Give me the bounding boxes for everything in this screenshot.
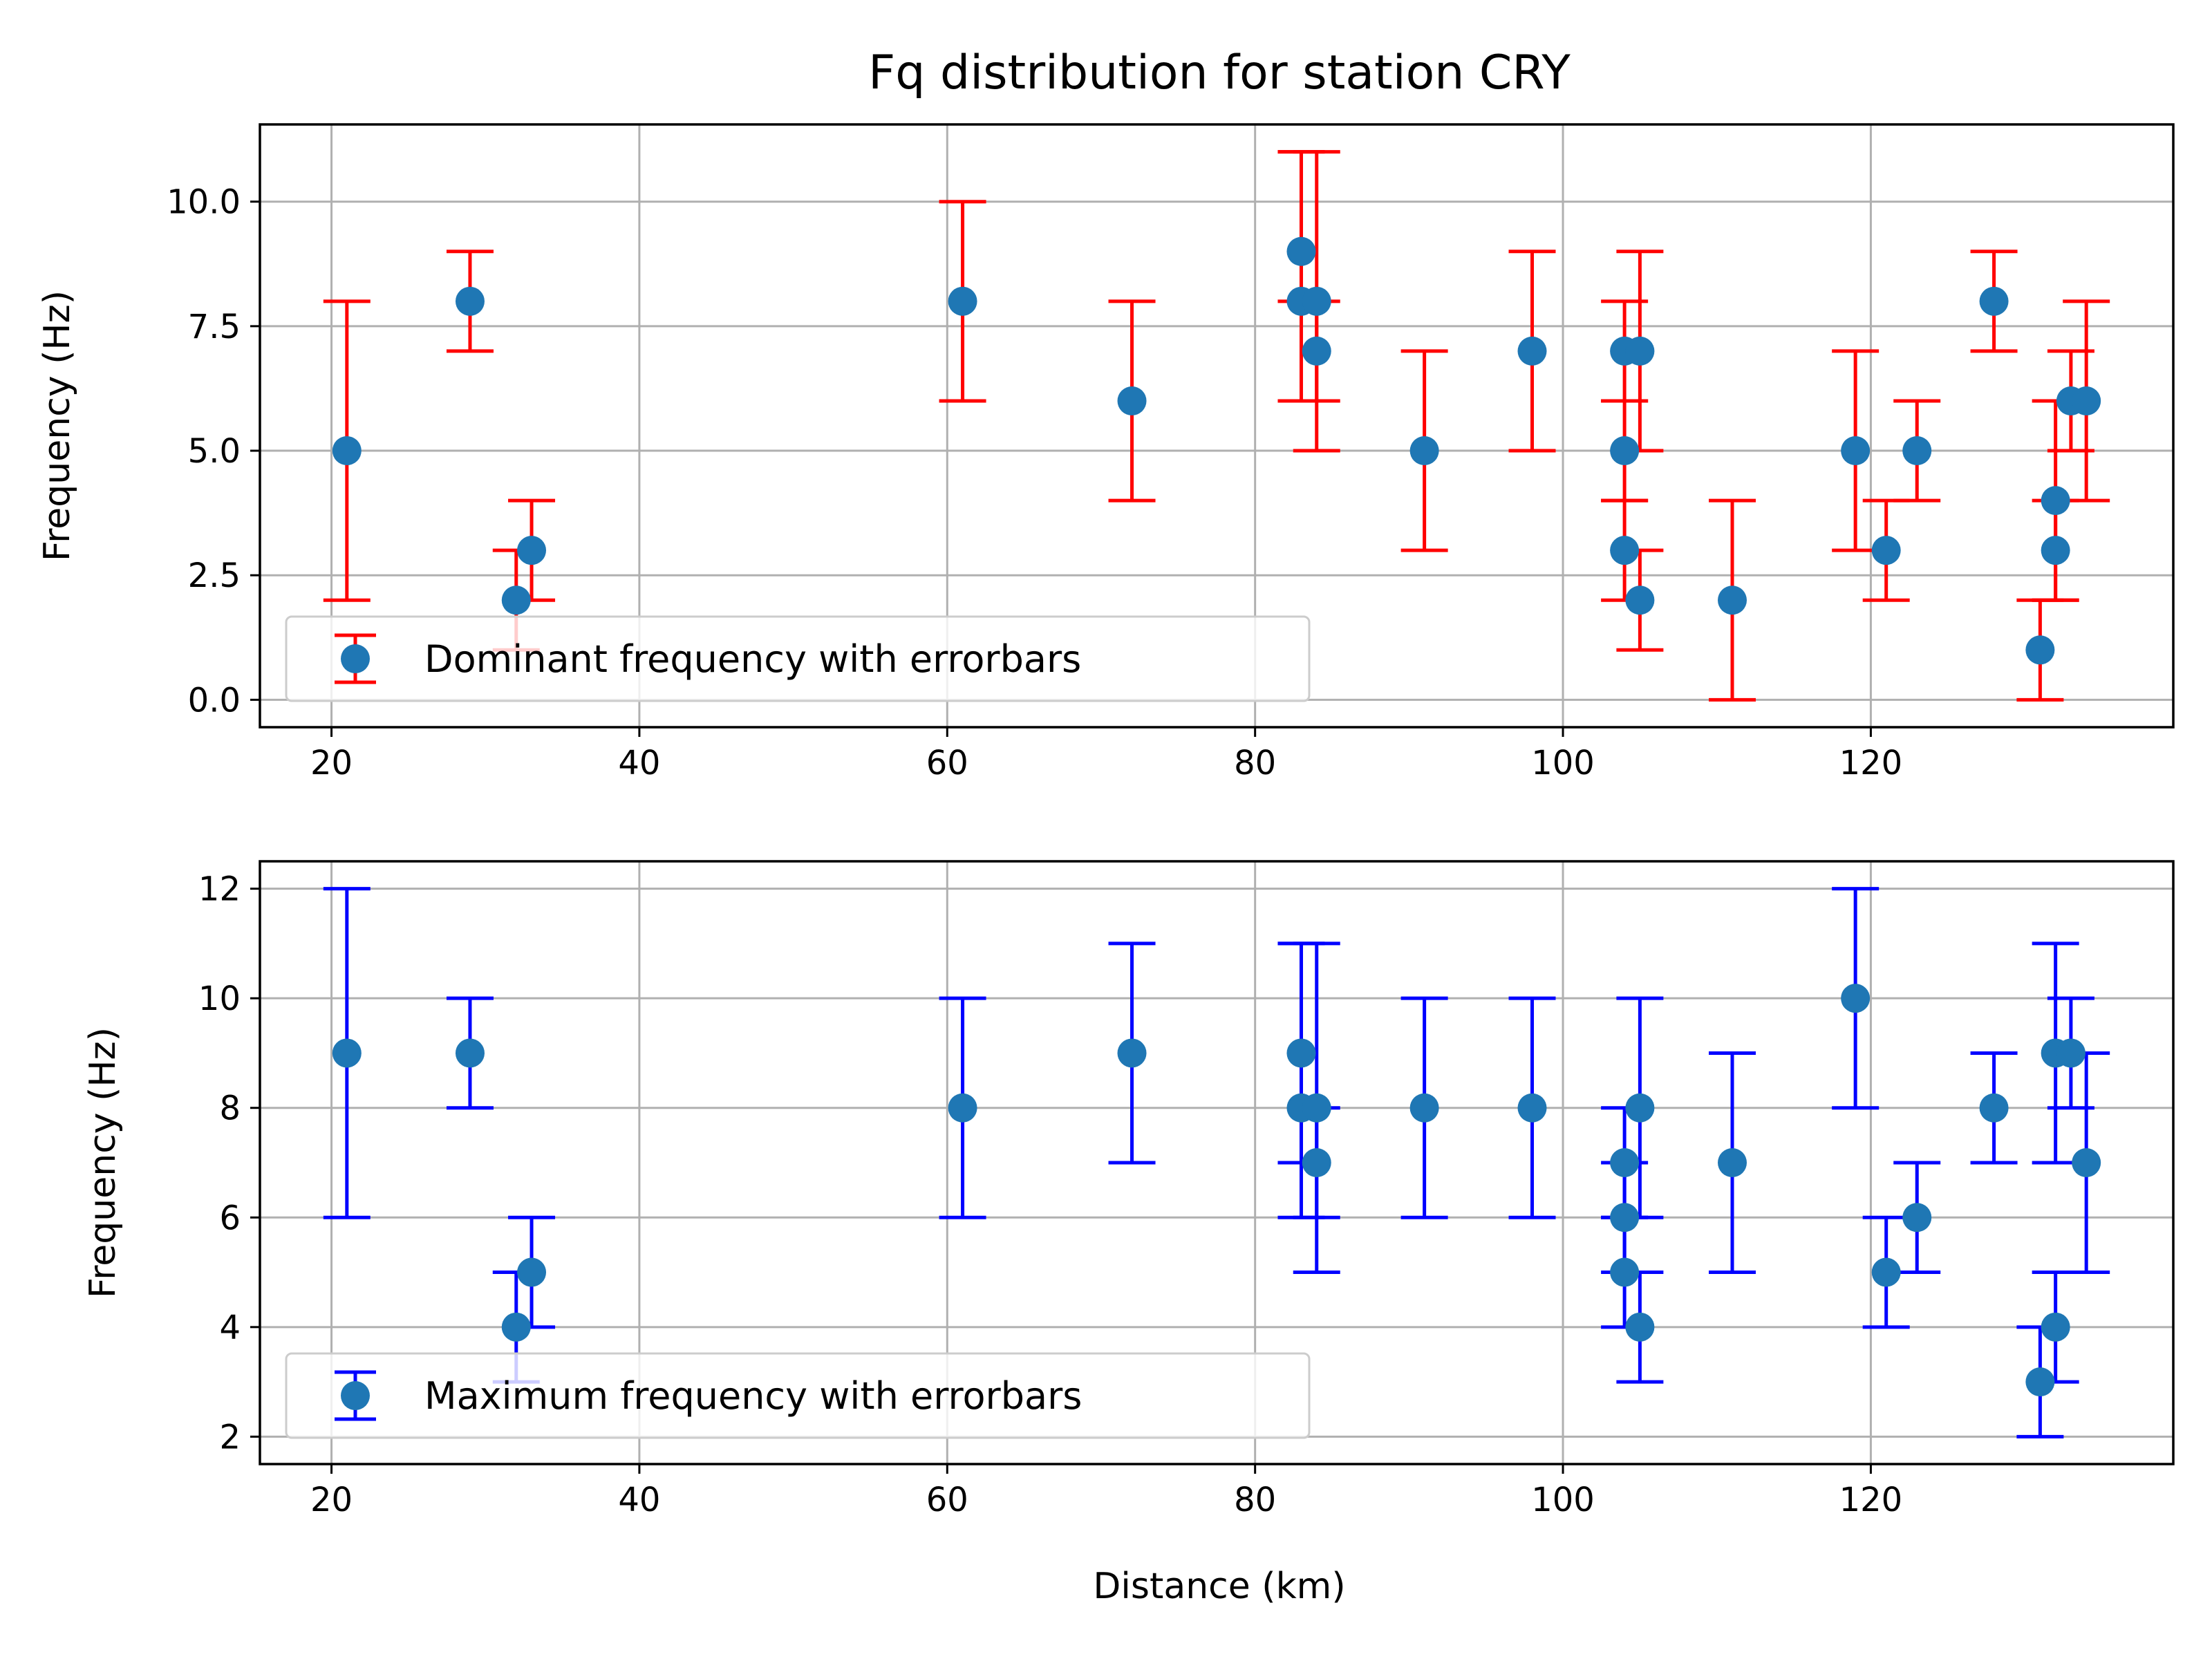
dominant-frequency-panel: 20 40 60 80 100 120 0.0 2.5 5.0 7.5 10.0 Frequency… [37, 123, 2175, 782]
x-tick-label: 80 [1234, 744, 1276, 782]
data-point [1302, 336, 1331, 366]
data-point [517, 1257, 547, 1287]
y-tick-label: 2.5 [188, 556, 241, 595]
data-point [332, 436, 362, 466]
data-point [501, 1312, 531, 1342]
x-tick-label: 60 [926, 744, 968, 782]
data-point [517, 536, 547, 565]
axes: 20 40 60 80 100 120 0.0 2.5 5.0 7.5 10.0 [167, 123, 2175, 782]
legend-label: Maximum frequency with errorbars [424, 1374, 1082, 1418]
data-point [1625, 585, 1655, 615]
data-point [1610, 1148, 1640, 1177]
legend-point [341, 644, 370, 673]
x-tick-label: 60 [926, 1481, 968, 1519]
data-point [1979, 1093, 2009, 1123]
data-point [1871, 1257, 1901, 1287]
axes-frame [259, 860, 2175, 1465]
data-point [1302, 1093, 1331, 1123]
data-point [1517, 1093, 1547, 1123]
data-point [1841, 984, 1871, 1013]
y-tick-label: 7.5 [188, 308, 241, 346]
data-point [2056, 1038, 2086, 1068]
grid-lines [260, 124, 2173, 727]
y-tick-label: 6 [219, 1199, 241, 1237]
legend-box [285, 1352, 1311, 1439]
data-point [1902, 436, 1932, 466]
data-point [1841, 436, 1871, 466]
data-point [1902, 1203, 1932, 1232]
data-point [1610, 1203, 1640, 1232]
axes: 20 40 60 80 100 120 2 4 6 8 10 12 [198, 860, 2175, 1519]
data-point [1871, 536, 1901, 565]
legend-box [285, 615, 1311, 702]
legend-point [341, 1381, 370, 1410]
chart-title: Fq distribution for station CRY [868, 46, 1571, 100]
data-point [1302, 286, 1331, 316]
data-point [1718, 585, 1747, 615]
legend: Maximum frequency with errorbars [285, 1352, 1311, 1439]
data-point [1286, 1038, 1316, 1068]
y-tick-label: 0.0 [188, 681, 241, 720]
legend-label: Dominant frequency with errorbars [424, 637, 1081, 681]
data-point [1117, 386, 1147, 415]
y-axis-label: Frequency (Hz) [82, 1027, 124, 1298]
data-point [2025, 1367, 2055, 1397]
x-tick-label: 40 [618, 744, 660, 782]
x-tick-label: 20 [310, 744, 353, 782]
data-point [2025, 635, 2055, 665]
data-point [1625, 1312, 1655, 1342]
x-tick-label: 20 [310, 1481, 353, 1519]
data-point [501, 585, 531, 615]
y-tick-label: 4 [219, 1309, 241, 1347]
legend: Dominant frequency with errorbars [285, 615, 1311, 702]
data-point [1286, 236, 1316, 266]
data-point [1409, 1093, 1439, 1123]
y-tick-label: 5.0 [188, 432, 241, 471]
data-point [948, 286, 977, 316]
errorbar-series [323, 887, 2110, 1438]
x-tick-label: 100 [1531, 1481, 1595, 1519]
data-point [2041, 486, 2070, 516]
data-point [1625, 1093, 1655, 1123]
data-point [332, 1038, 362, 1068]
legend-marker [335, 1370, 376, 1421]
x-tick-label: 40 [618, 1481, 660, 1519]
data-point [2072, 1148, 2101, 1177]
data-point [455, 286, 485, 316]
x-tick-label: 120 [1839, 744, 1903, 782]
data-point [1302, 1148, 1331, 1177]
legend-marker [335, 633, 376, 684]
data-point [1610, 1257, 1640, 1287]
data-point [1625, 336, 1655, 366]
x-axis-label: Distance (km) [1093, 1566, 1345, 1607]
y-tick-label: 10 [198, 980, 241, 1018]
data-point [1517, 336, 1547, 366]
y-tick-label: 2 [219, 1418, 241, 1456]
y-tick-label: 8 [219, 1089, 241, 1128]
data-point [455, 1038, 485, 1068]
data-point [2041, 1312, 2070, 1342]
axes-frame [259, 123, 2175, 729]
data-point [948, 1093, 977, 1123]
y-tick-label: 12 [198, 870, 241, 909]
data-point [2072, 386, 2101, 415]
x-tick-label: 120 [1839, 1481, 1903, 1519]
x-tick-label: 100 [1531, 744, 1595, 782]
y-tick-label: 10.0 [167, 183, 241, 222]
data-point [1718, 1148, 1747, 1177]
x-tick-label: 80 [1234, 1481, 1276, 1519]
data-point [1409, 436, 1439, 466]
data-point [2041, 536, 2070, 565]
maximum-frequency-panel: 20 40 60 80 100 120 2 4 6 8 10 12 Frequency (Hz) Di… [82, 860, 2175, 1607]
data-point [1979, 286, 2009, 316]
data-point [1610, 436, 1640, 466]
data-point [1117, 1038, 1147, 1068]
y-axis-label: Frequency (Hz) [37, 290, 78, 561]
data-point [1610, 536, 1640, 565]
